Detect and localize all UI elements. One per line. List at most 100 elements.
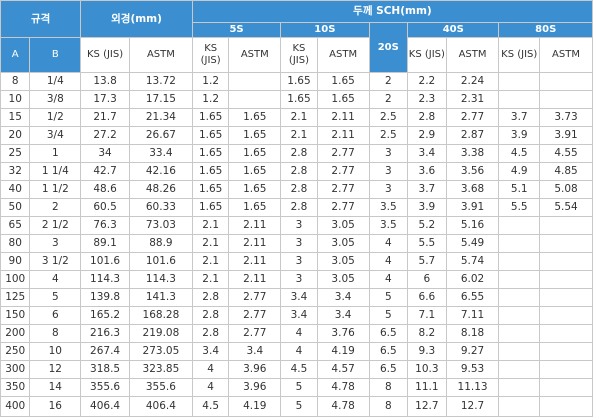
cell-80s-astm: 5.08 [539, 180, 593, 199]
cell-a: 150 [0, 306, 31, 325]
cell-5s-astm: 3.96 [228, 360, 282, 379]
header-5s-ks-jis: KS (JIS) [191, 37, 230, 73]
cell-5s-ks: 1.65 [191, 162, 230, 181]
cell-80s-ks [498, 396, 541, 417]
cell-80s-ks: 3.9 [498, 126, 541, 145]
cell-40s-astm: 2.31 [445, 90, 500, 109]
cell-a: 25 [0, 144, 31, 163]
header-80s-ks-jis: KS (JIS) [498, 37, 541, 73]
table-row: 90 3 1/2 101.6 101.6 2.1 2.11 3 3.05 4 5.7 5.74 [0, 252, 593, 271]
cell-10s-ks: 4 [280, 324, 318, 343]
cell-b: 1 1/4 [29, 162, 82, 181]
cell-od-ks: 48.6 [80, 180, 130, 199]
table-body: 8 1/4 13.8 13.72 1.2 1.65 1.65 2 2.2 2.24 10 3/8 17.… [0, 72, 593, 417]
cell-5s-ks: 1.65 [191, 144, 230, 163]
header-outer-diameter: 외경(mm) [80, 0, 193, 38]
cell-od-ks: 13.8 [80, 72, 130, 91]
cell-od-ks: 165.2 [80, 306, 130, 325]
cell-a: 40 [0, 180, 31, 199]
cell-40s-ks: 2.3 [407, 90, 447, 109]
cell-40s-astm: 3.68 [445, 180, 500, 199]
cell-a: 125 [0, 288, 31, 307]
header-spec: 규격 [0, 0, 82, 38]
cell-10s-ks: 3 [280, 270, 318, 289]
cell-5s-ks: 2.1 [191, 270, 230, 289]
table-row: 40 1 1/2 48.6 48.26 1.65 1.65 2.8 2.77 3 3.7 3.68 5… [0, 180, 593, 199]
cell-20s: 3.5 [368, 198, 409, 217]
header-40s-astm: ASTM [445, 37, 500, 73]
cell-80s-astm [539, 396, 593, 417]
cell-10s-astm: 3.4 [316, 288, 370, 307]
cell-10s-ks: 4 [280, 342, 318, 361]
cell-80s-astm [539, 288, 593, 307]
cell-10s-ks: 2.8 [280, 198, 318, 217]
cell-80s-ks: 3.7 [498, 108, 541, 127]
cell-od-ks: 216.3 [80, 324, 130, 343]
cell-od-ks: 34 [80, 144, 130, 163]
cell-40s-astm: 3.56 [445, 162, 500, 181]
cell-10s-astm: 2.77 [316, 144, 370, 163]
cell-10s-astm: 2.11 [316, 126, 370, 145]
table-header: 규격 외경(mm) 두께 SCH(mm) 5S 10S 20S 40S 80S … [0, 0, 593, 73]
cell-20s: 5 [368, 306, 409, 325]
cell-b: 2 1/2 [29, 216, 82, 235]
cell-80s-astm [539, 234, 593, 253]
cell-b: 3 1/2 [29, 252, 82, 271]
cell-5s-astm: 1.65 [228, 108, 282, 127]
cell-a: 8 [0, 72, 31, 91]
cell-od-ks: 89.1 [80, 234, 130, 253]
cell-10s-astm: 2.77 [316, 198, 370, 217]
table-row: 400 16 406.4 406.4 4.5 4.19 5 4.78 8 12.7 12.7 [0, 396, 593, 417]
cell-b: 10 [29, 342, 82, 361]
cell-od-astm: 17.15 [128, 90, 193, 109]
cell-40s-astm: 9.27 [445, 342, 500, 361]
table-row: 300 12 318.5 323.85 4 3.96 4.5 4.57 6.5 10.3 9.53 [0, 360, 593, 379]
header-od-astm: ASTM [128, 37, 193, 73]
cell-40s-ks: 8.2 [407, 324, 447, 343]
cell-5s-ks: 2.8 [191, 306, 230, 325]
cell-od-astm: 26.67 [128, 126, 193, 145]
cell-b: 6 [29, 306, 82, 325]
cell-40s-astm: 12.7 [445, 396, 500, 417]
cell-80s-ks [498, 216, 541, 235]
cell-80s-astm: 4.85 [539, 162, 593, 181]
cell-b: 3/4 [29, 126, 82, 145]
cell-40s-ks: 5.5 [407, 234, 447, 253]
table-row: 125 5 139.8 141.3 2.8 2.77 3.4 3.4 5 6.6 6.55 [0, 288, 593, 307]
cell-10s-astm: 2.11 [316, 108, 370, 127]
cell-od-ks: 42.7 [80, 162, 130, 181]
cell-a: 250 [0, 342, 31, 361]
cell-a: 90 [0, 252, 31, 271]
cell-5s-astm [228, 72, 282, 91]
cell-a: 300 [0, 360, 31, 379]
cell-40s-astm: 2.77 [445, 108, 500, 127]
cell-80s-ks: 4.9 [498, 162, 541, 181]
cell-a: 400 [0, 396, 31, 417]
cell-5s-astm: 3.96 [228, 378, 282, 397]
cell-10s-ks: 2.8 [280, 162, 318, 181]
header-thickness-sch: 두께 SCH(mm) [191, 0, 593, 23]
cell-5s-ks: 1.65 [191, 108, 230, 127]
cell-40s-ks: 3.9 [407, 198, 447, 217]
cell-10s-astm: 4.78 [316, 396, 370, 417]
cell-20s: 5 [368, 288, 409, 307]
cell-40s-astm: 9.53 [445, 360, 500, 379]
cell-od-astm: 13.72 [128, 72, 193, 91]
cell-od-ks: 114.3 [80, 270, 130, 289]
cell-10s-ks: 2.8 [280, 180, 318, 199]
cell-80s-ks: 4.5 [498, 144, 541, 163]
cell-od-astm: 48.26 [128, 180, 193, 199]
header-od-ks-jis: KS (JIS) [80, 37, 130, 73]
cell-80s-ks [498, 288, 541, 307]
cell-5s-astm: 2.77 [228, 288, 282, 307]
cell-5s-ks: 2.1 [191, 252, 230, 271]
cell-od-ks: 318.5 [80, 360, 130, 379]
cell-10s-astm: 2.77 [316, 162, 370, 181]
header-5s-astm: ASTM [228, 37, 282, 73]
table-row: 65 2 1/2 76.3 73.03 2.1 2.11 3 3.05 3.5 5.2 5.16 [0, 216, 593, 235]
cell-10s-astm: 2.77 [316, 180, 370, 199]
cell-80s-astm: 3.73 [539, 108, 593, 127]
cell-40s-ks: 9.3 [407, 342, 447, 361]
cell-5s-astm: 1.65 [228, 180, 282, 199]
cell-od-astm: 141.3 [128, 288, 193, 307]
